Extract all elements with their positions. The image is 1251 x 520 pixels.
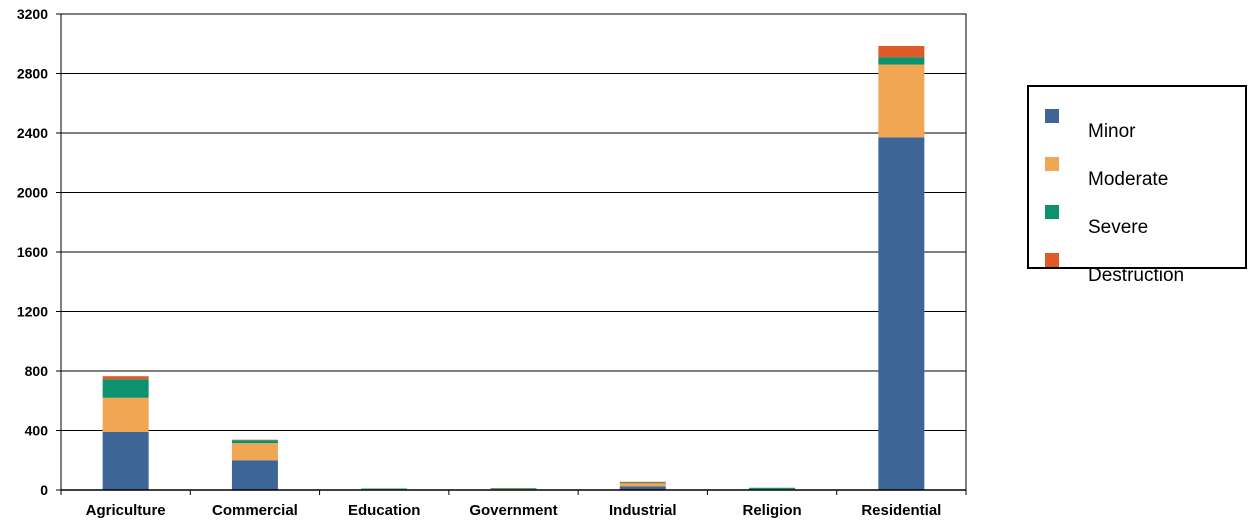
bar-segment-severe-commercial (231, 440, 278, 444)
bars (102, 45, 925, 490)
bar-segment-minor-industrial (619, 486, 666, 490)
bar-segment-severe-religion (749, 487, 796, 490)
y-tick-label: 800 (25, 363, 49, 379)
y-tick-label: 2400 (17, 125, 48, 141)
y-tick-label: 1600 (17, 244, 48, 260)
x-tick-label: Residential (861, 502, 941, 519)
axes (56, 13, 967, 495)
legend-label-moderate: Moderate (1088, 169, 1168, 190)
legend: Minor Moderate Severe Destruction (1027, 85, 1247, 286)
tick-labels: 0 400 800 1200 1600 2000 2400 2800 3200 Agricultu… (17, 6, 942, 519)
legend-label-severe: Severe (1088, 217, 1148, 238)
bar-segment-destruction-residential (878, 45, 925, 58)
y-tick-label: 3200 (17, 6, 48, 22)
x-tick-label: Religion (742, 502, 801, 519)
bar-segment-severe-agriculture (102, 379, 149, 398)
bar-segment-destruction-industrial (619, 481, 666, 483)
bar-segment-minor-commercial (231, 460, 278, 490)
bar-segment-moderate-residential (878, 64, 925, 138)
legend-swatch-moderate (1045, 157, 1059, 171)
x-tick-label: Industrial (609, 502, 677, 519)
y-tick-label: 0 (40, 482, 48, 498)
x-tick-label: Education (348, 502, 421, 519)
y-tick-label: 400 (25, 423, 49, 439)
bar-segment-minor-agriculture (102, 431, 149, 490)
bar-segment-severe-education (361, 488, 408, 490)
legend-box (1027, 85, 1247, 269)
bar-segment-severe-residential (878, 57, 925, 65)
bar-segment-destruction-commercial (231, 439, 278, 441)
bar-segment-severe-industrial (619, 482, 666, 484)
bar-segment-minor-residential (878, 137, 925, 490)
bar-segment-destruction-agriculture (102, 376, 149, 380)
x-tick-label: Commercial (212, 502, 298, 519)
y-tick-label: 2800 (17, 66, 48, 82)
bar-segment-moderate-industrial (619, 483, 666, 487)
y-tick-label: 1200 (17, 304, 48, 320)
legend-label-minor: Minor (1088, 121, 1136, 142)
legend-swatch-minor (1045, 109, 1059, 123)
legend-label-destruction: Destruction (1088, 265, 1184, 286)
bar-segment-moderate-agriculture (102, 397, 149, 432)
bar-segment-severe-government (490, 488, 537, 489)
gridlines (61, 13, 966, 431)
x-tick-label: Agriculture (86, 502, 166, 519)
bar-segment-moderate-commercial (231, 443, 278, 461)
y-tick-label: 2000 (17, 185, 48, 201)
legend-swatch-destruction (1045, 253, 1059, 267)
x-tick-label: Government (469, 502, 557, 519)
legend-swatch-severe (1045, 205, 1059, 219)
